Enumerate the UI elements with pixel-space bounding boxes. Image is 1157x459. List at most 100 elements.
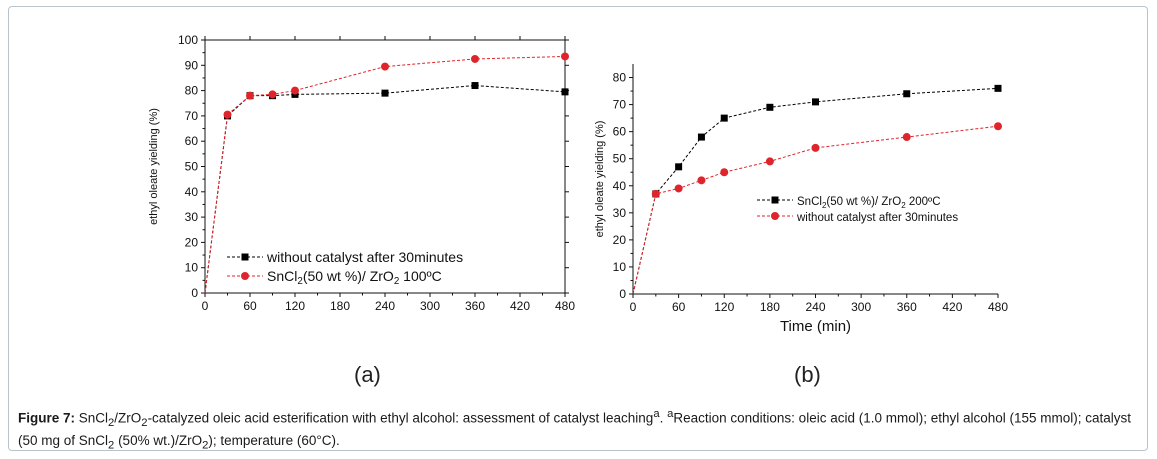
data-point: [381, 62, 389, 71]
figure-caption: Figure 7: SnCl2/ZrO2-catalyzed oleic aci…: [18, 405, 1138, 455]
x-tick-label: 120: [285, 299, 305, 313]
y-axis-label: ethyl oleate yielding (%): [594, 121, 606, 238]
y-tick-label: 60: [613, 125, 627, 139]
data-point: [720, 168, 729, 177]
data-point: [697, 176, 706, 185]
y-tick-label: 0: [619, 287, 626, 301]
data-point: [268, 90, 277, 99]
y-tick-label: 30: [613, 206, 627, 220]
y-tick-label: 0: [191, 286, 198, 300]
data-point: [561, 88, 569, 96]
x-tick-label: 240: [375, 299, 395, 313]
chart-b: 0 60 120 180 240 300 360 420 480 0 10 20 30 40 50 60 70 8…: [594, 64, 1008, 335]
figure-frame: [8, 6, 1148, 451]
y-tick-label: 50: [185, 160, 199, 174]
data-point: [561, 52, 569, 61]
x-tick-label: 300: [851, 300, 871, 314]
y-tick-label: 10: [613, 260, 627, 274]
x-tick-label: 60: [243, 299, 257, 313]
x-tick-label: 240: [805, 300, 825, 314]
legend-marker: [241, 272, 249, 280]
y-tick-label: 70: [613, 98, 627, 112]
x-tick-label: 0: [202, 299, 209, 313]
y-axis-label: ethyl oleate yielding (%): [148, 108, 160, 225]
y-tick-label: 100: [178, 33, 198, 47]
caption-sup: a: [667, 408, 674, 420]
data-point: [675, 163, 683, 171]
x-tick-label: 360: [897, 300, 917, 314]
data-point: [291, 86, 299, 95]
data-point: [651, 189, 660, 198]
data-point: [811, 143, 820, 152]
panel-label-a: (a): [354, 362, 381, 387]
legend-marker: [771, 196, 779, 204]
caption-text: (50% wt.)/ZrO: [114, 433, 203, 449]
y-tick-label: 90: [185, 58, 199, 72]
x-tick-label: 360: [465, 299, 485, 313]
x-tick-label: 180: [760, 300, 780, 314]
data-point: [902, 133, 911, 142]
y-tick-label: 40: [185, 185, 199, 199]
series-line-1: [632, 125, 999, 295]
data-point: [697, 133, 705, 141]
series-line-0: [632, 87, 999, 295]
data-point: [720, 114, 728, 122]
caption-text: .: [659, 410, 668, 426]
y-tick-label: 60: [185, 134, 199, 148]
y-tick-label: 10: [185, 261, 199, 275]
y-tick-label: 30: [185, 210, 199, 224]
x-tick-label: 180: [330, 299, 350, 313]
x-tick-label: 0: [630, 300, 637, 314]
caption-text: ); temperature (60°C).: [208, 433, 340, 449]
x-tick-label: 120: [714, 300, 734, 314]
legend-marker: [771, 212, 779, 220]
caption-text: /ZrO: [114, 410, 142, 426]
y-tick-label: 20: [613, 233, 627, 247]
x-tick-label: 60: [672, 300, 686, 314]
caption-sub: 2: [202, 439, 209, 452]
data-point: [381, 89, 389, 97]
series-line-1: [204, 55, 566, 294]
data-point: [246, 91, 254, 100]
caption-sup: a: [653, 408, 660, 420]
legend-label: without catalyst after 30minutes: [266, 249, 463, 265]
y-tick-label: 20: [185, 235, 199, 249]
legend-label: SnCl2(50 wt %)/ ZrO2 200ºC: [797, 196, 941, 210]
data-point: [766, 103, 774, 111]
data-point: [765, 157, 774, 166]
legend: without catalyst after 30minutes SnCl2(50…: [227, 249, 463, 287]
data-point: [471, 54, 479, 63]
chart-a: 0 60 120 180 240 300 360 420 480 0 10 20 30 40 50 60 70 8…: [148, 33, 575, 313]
caption-text: SnCl: [75, 410, 109, 426]
y-tick-label: 40: [613, 179, 627, 193]
y-tick-label: 50: [613, 152, 627, 166]
x-tick-label: 480: [988, 300, 1008, 314]
y-tick-label: 80: [613, 71, 627, 85]
data-point: [812, 98, 819, 106]
data-point: [903, 90, 911, 98]
legend-marker: [241, 253, 249, 261]
y-tick-label: 70: [185, 109, 199, 123]
panel-label-b: (b): [794, 362, 821, 387]
x-tick-label: 420: [510, 299, 530, 313]
caption-sub: 2: [108, 417, 115, 430]
legend-label: SnCl2(50 wt %)/ ZrO2 100ºC: [267, 268, 442, 287]
data-point: [994, 122, 1002, 131]
caption-label: Figure 7:: [18, 410, 76, 426]
caption-text: -catalyzed oleic acid esterification wit…: [147, 410, 654, 426]
data-point: [223, 110, 232, 119]
x-axis-label: Time (min): [780, 318, 851, 335]
legend: SnCl2(50 wt %)/ ZrO2 200ºC without cataly…: [757, 196, 958, 224]
x-tick-label: 420: [942, 300, 962, 314]
x-tick-label: 300: [420, 299, 440, 313]
caption-sub: 2: [108, 439, 115, 452]
y-tick-label: 80: [185, 84, 199, 98]
series-line-0: [204, 85, 566, 294]
caption-text: Reaction conditions: oleic acid (1.0 mmo…: [18, 410, 1132, 449]
x-tick-label: 480: [555, 299, 575, 313]
legend-label: without catalyst after 30minutes: [796, 212, 958, 224]
data-point: [471, 82, 479, 90]
data-point: [994, 84, 1002, 92]
data-point: [674, 184, 683, 193]
caption-sub: 2: [141, 417, 148, 430]
